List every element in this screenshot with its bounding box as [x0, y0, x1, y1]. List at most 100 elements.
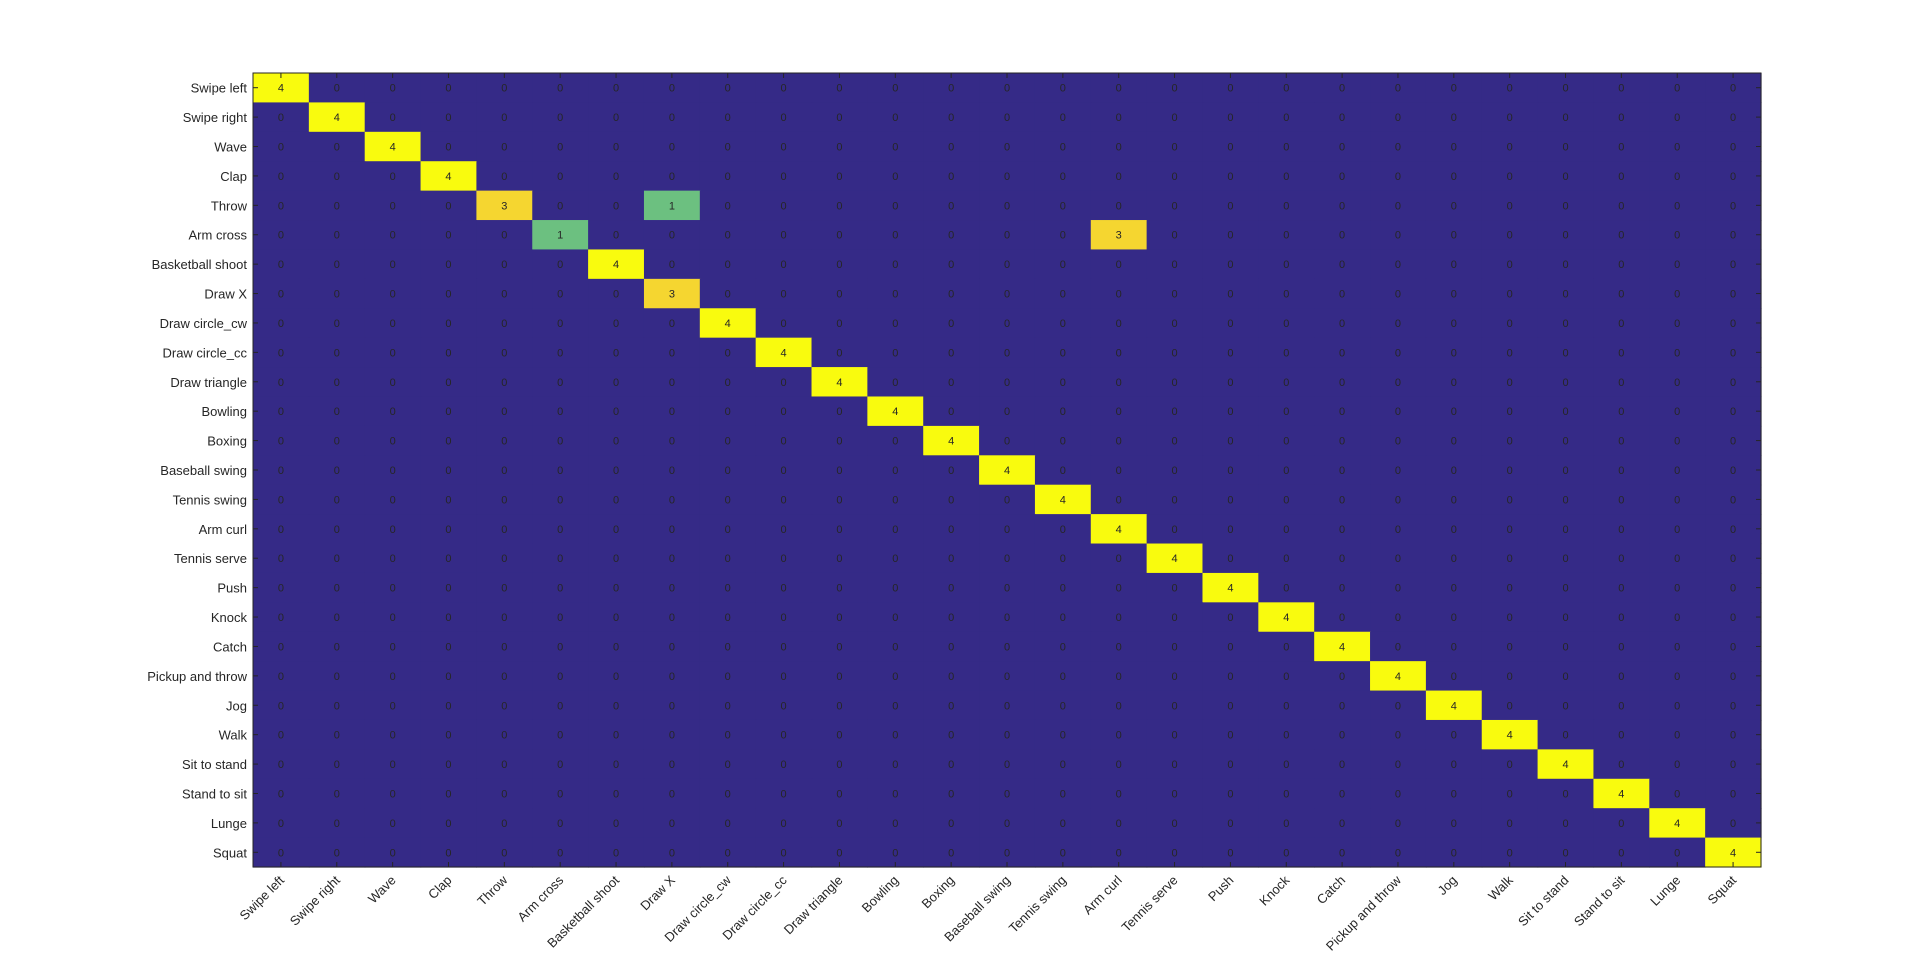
cell-value-r21-c23: 0	[1562, 700, 1568, 712]
cell-value-r6-c3: 0	[445, 259, 451, 271]
cell-value-r25-c13: 0	[1004, 818, 1010, 830]
cell-value-r17-c8: 0	[725, 583, 731, 595]
cell-value-r11-c16: 0	[1171, 406, 1177, 418]
heatmap-cell-r2-c4	[476, 131, 533, 162]
heatmap-cell-r11-c25	[1649, 396, 1706, 427]
heatmap-cell-r25-c22	[1481, 808, 1539, 839]
heatmap-cell-r7-c6	[588, 278, 645, 309]
heatmap-cell-r13-c8	[699, 455, 757, 486]
cell-value-r14-c9: 0	[781, 494, 787, 506]
cell-value-r8-c2: 0	[390, 318, 396, 330]
heatmap-cell-r2-c18	[1258, 131, 1315, 162]
heatmap-cell-r2-c9	[755, 131, 813, 162]
cell-value-r0-c15: 0	[1116, 83, 1122, 95]
cell-value-r23-c0: 0	[278, 759, 284, 771]
heatmap-cell-r20-c6	[588, 661, 645, 692]
heatmap-cell-r22-c16	[1146, 719, 1204, 750]
cell-value-r23-c8: 0	[725, 759, 731, 771]
cell-value-r8-c11: 0	[892, 318, 898, 330]
heatmap-cell-r17-c10	[811, 572, 868, 603]
heatmap-cell-r6-c15	[1090, 249, 1148, 280]
cell-value-r23-c22: 0	[1507, 759, 1513, 771]
x-tick-label: Push	[1205, 873, 1237, 905]
cell-value-r1-c14: 0	[1060, 112, 1066, 124]
heatmap-cell-r14-c22	[1481, 484, 1539, 515]
heatmap-cell-r5-c15	[1090, 220, 1148, 251]
heatmap-cell-r18-c5	[532, 602, 589, 633]
cell-value-r25-c11: 0	[892, 818, 898, 830]
cell-value-r18-c8: 0	[725, 612, 731, 624]
cell-value-r24-c24: 4	[1618, 788, 1624, 800]
heatmap-cell-r22-c6	[588, 719, 645, 750]
heatmap-cell-r21-c24	[1593, 690, 1650, 721]
cell-value-r14-c11: 0	[892, 494, 898, 506]
heatmap-cell-r16-c1	[308, 543, 366, 574]
heatmap-cell-r24-c20	[1370, 778, 1427, 809]
cell-value-r15-c21: 0	[1451, 524, 1457, 536]
heatmap-cell-r22-c11	[867, 719, 924, 750]
heatmap-cell-r15-c17	[1202, 514, 1259, 545]
heatmap-cell-r10-c17	[1202, 367, 1259, 398]
heatmap-cell-r10-c23	[1537, 367, 1595, 398]
cell-value-r1-c26: 0	[1730, 112, 1736, 124]
cell-value-r18-c5: 0	[557, 612, 563, 624]
heatmap-cell-r20-c20	[1370, 661, 1427, 692]
cell-value-r2-c17: 0	[1227, 142, 1233, 154]
heatmap-cell-r18-c6	[588, 602, 645, 633]
cell-value-r24-c23: 0	[1562, 788, 1568, 800]
y-tick-label: Lunge	[211, 816, 247, 831]
cell-value-r7-c11: 0	[892, 289, 898, 301]
heatmap-cell-r14-c11	[867, 484, 924, 515]
heatmap-cell-r7-c20	[1370, 278, 1427, 309]
heatmap-cell-r6-c10	[811, 249, 868, 280]
heatmap-cell-r0-c14	[1034, 73, 1092, 104]
heatmap-cell-r19-c10	[811, 631, 868, 662]
heatmap-cell-r13-c17	[1202, 455, 1259, 486]
heatmap-cell-r16-c24	[1593, 543, 1650, 574]
heatmap-cell-r17-c22	[1481, 572, 1539, 603]
cell-value-r8-c16: 0	[1171, 318, 1177, 330]
heatmap-cell-r11-c7	[643, 396, 701, 427]
cell-value-r7-c23: 0	[1562, 289, 1568, 301]
cell-value-r3-c7: 0	[669, 171, 675, 183]
heatmap-cell-r7-c5	[532, 278, 589, 309]
cell-value-r4-c12: 0	[948, 200, 954, 212]
heatmap-cell-r9-c1	[308, 337, 366, 368]
heatmap-cell-r5-c1	[308, 220, 366, 251]
cell-value-r23-c14: 0	[1060, 759, 1066, 771]
heatmap-cell-r11-c17	[1202, 396, 1259, 427]
heatmap-cell-r2-c22	[1481, 131, 1539, 162]
cell-value-r17-c16: 0	[1171, 583, 1177, 595]
cell-value-r24-c20: 0	[1395, 788, 1401, 800]
cell-value-r12-c25: 0	[1674, 436, 1680, 448]
heatmap-cell-r21-c21	[1425, 690, 1483, 721]
heatmap-cell-r12-c3	[420, 425, 478, 456]
x-tick-label: Sit to stand	[1515, 873, 1572, 930]
heatmap-cell-r10-c4	[476, 367, 533, 398]
cell-value-r18-c11: 0	[892, 612, 898, 624]
cell-value-r20-c16: 0	[1171, 671, 1177, 683]
heatmap-cell-r1-c23	[1537, 102, 1595, 133]
cell-value-r16-c24: 0	[1618, 553, 1624, 565]
cell-value-r9-c21: 0	[1451, 347, 1457, 359]
heatmap-cell-r2-c15	[1090, 131, 1148, 162]
heatmap-cell-r4-c10	[811, 190, 868, 221]
heatmap-cell-r21-c16	[1146, 690, 1204, 721]
cell-value-r24-c2: 0	[390, 788, 396, 800]
heatmap-cell-r15-c11	[867, 514, 924, 545]
heatmap-cell-r15-c14	[1034, 514, 1092, 545]
cell-value-r20-c7: 0	[669, 671, 675, 683]
cell-value-r17-c11: 0	[892, 583, 898, 595]
heatmap-cell-r11-c8	[699, 396, 757, 427]
cell-value-r7-c7: 3	[669, 289, 675, 301]
heatmap-cell-r25-c18	[1258, 808, 1315, 839]
heatmap-cell-r6-c23	[1537, 249, 1595, 280]
heatmap-cell-r11-c26	[1705, 396, 1762, 427]
cell-value-r16-c15: 0	[1116, 553, 1122, 565]
heatmap-cell-r12-c10	[811, 425, 868, 456]
heatmap-cell-r17-c6	[588, 572, 645, 603]
cell-value-r1-c16: 0	[1171, 112, 1177, 124]
cell-value-r15-c9: 0	[781, 524, 787, 536]
heatmap-cell-r24-c7	[643, 778, 701, 809]
heatmap-cell-r8-c15	[1090, 308, 1148, 339]
